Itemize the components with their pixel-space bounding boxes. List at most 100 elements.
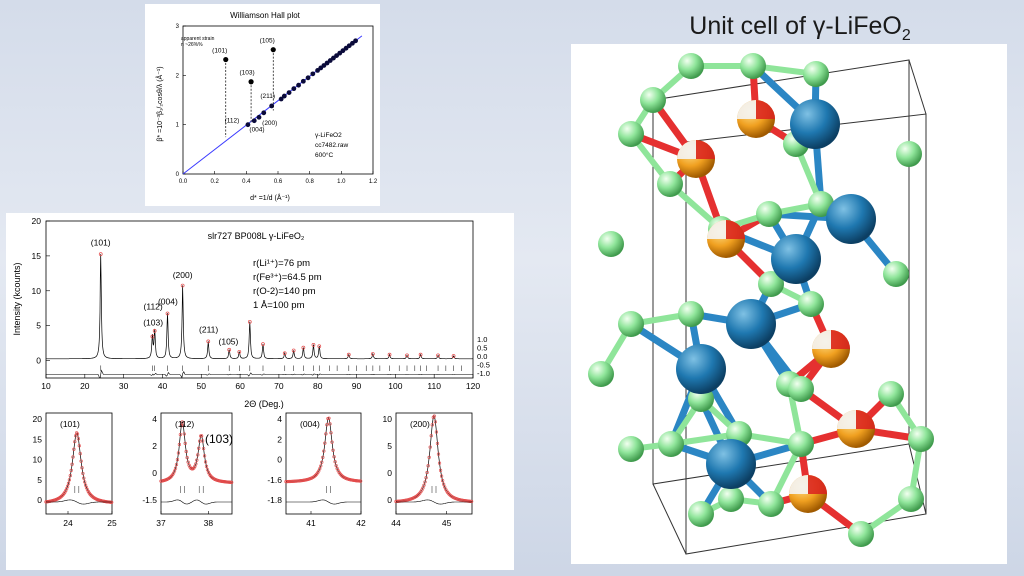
wh-xlabel: d* =1/d (Å⁻¹) [250, 193, 290, 202]
zoom-observed-point [202, 446, 206, 451]
xrd-observed-point [370, 352, 375, 356]
oxygen-atom [588, 361, 614, 387]
zoom-ytick-label: 4 [277, 414, 282, 424]
iron-atom-cutaway [831, 330, 850, 349]
zoom-difference-line [396, 499, 472, 505]
zoom-observed-point [75, 432, 80, 436]
zoom-observed-point [334, 463, 338, 468]
zoom-xtick-label: 25 [107, 518, 117, 528]
xrd-right-tick-label: -0.5 [477, 361, 490, 370]
zoom-observed-point [85, 488, 89, 492]
williamson-hall-chart: Williamson Hall plot apparent strain n ~… [155, 11, 378, 202]
iron-atom-cutaway [856, 410, 875, 429]
iron-atom-cutaway [837, 410, 856, 429]
zoom-observed-point [184, 449, 188, 454]
zoom-observed-point [83, 480, 87, 484]
zoom-observed-point [183, 441, 187, 445]
unit-cell-panel [571, 44, 1007, 564]
xrd-observed-point [206, 339, 211, 344]
zoom-ytick-label: 4 [152, 414, 157, 424]
oxygen-atom [640, 87, 666, 113]
xrd-difference-line [46, 369, 473, 379]
xrd-observed-point [291, 348, 296, 353]
zoom-observed-point [321, 455, 325, 459]
zoom-xtick-label: 41 [306, 518, 316, 528]
xrd-chart: slr727 BP008L γ-LiFeO₂ r(Li¹⁺)=76 pm r(F… [12, 216, 490, 528]
oxygen-atom [898, 486, 924, 512]
xrd-xtick-label: 70 [274, 381, 284, 391]
zoom-observed-point [192, 466, 196, 470]
wh-point [291, 86, 297, 92]
xrd-observed-point [227, 347, 232, 352]
zoom-observed-point [65, 484, 70, 488]
wh-ylabel: β* =10⁻³β₁/₂cosθ/λ (Å⁻¹) [155, 66, 164, 141]
wh-outlier-label: (105) [260, 38, 275, 45]
zoom-observed-point [197, 446, 201, 450]
zoom-observed-point [72, 447, 76, 451]
zoom-observed-point [178, 433, 182, 437]
wh-xtick-label: 0.0 [179, 179, 188, 185]
wh-ytick-label: 0 [176, 172, 180, 178]
zoom-observed-point [333, 460, 337, 464]
oxygen-atom [688, 501, 714, 527]
wh-point [296, 82, 301, 88]
xrd-ylabel: Intensity (kcounts) [12, 262, 22, 335]
wh-point [269, 103, 275, 109]
zoom-ytick-label: 5 [387, 441, 392, 451]
iron-atom-cutaway [808, 475, 827, 494]
xrd-observed-point [451, 354, 456, 358]
oxygen-atom [788, 431, 814, 457]
zoom-observed-point [181, 423, 185, 428]
xrd-xtick-label: 40 [158, 381, 168, 391]
unit-cell-image [588, 53, 934, 555]
zoom-observed-point [434, 430, 439, 434]
wh-point [251, 118, 257, 124]
zoom-calc-line [160, 421, 232, 483]
oxygen-atom [758, 271, 784, 297]
zoom-observed-point [287, 479, 291, 484]
xrd-observed-point [387, 352, 392, 357]
zoom-observed-point [424, 476, 428, 480]
unit-cell-title: Unit cell of γ-LiFeO2 [600, 12, 1000, 45]
wh-ytick-label: 1 [176, 123, 180, 129]
xrd-panel: slr727 BP008L γ-LiFeO₂ r(Li¹⁺)=76 pm r(F… [6, 213, 514, 570]
zoom-observed-point [89, 493, 93, 497]
zoom-observed-point [63, 490, 67, 494]
xrd-observed-point [317, 344, 322, 349]
iron-atom-cutaway [677, 140, 696, 159]
zoom-peak-label: (200) [410, 419, 430, 429]
xrd-peak-label: (004) [158, 297, 178, 307]
zoom-frame [45, 412, 113, 515]
iron-atom-cutaway [789, 475, 808, 494]
zoom-observed-point [323, 441, 327, 445]
iron-atom-cutaway [696, 140, 715, 159]
xrd-xtick-label: 30 [119, 381, 129, 391]
zoom-ytick-label: 0 [37, 495, 42, 505]
wh-ytick-label: 3 [176, 24, 180, 30]
zoom-ytick-label: 0 [387, 495, 392, 505]
zoom-observed-point [81, 471, 85, 476]
zoom-observed-point [175, 458, 180, 462]
zoom-xtick-label: 44 [391, 518, 401, 528]
zoom-observed-point [172, 469, 177, 473]
zoom-ytick-label: -1.5 [142, 495, 157, 505]
zoom-observed-point [66, 481, 71, 485]
zoom-xtick-label: 42 [356, 518, 366, 528]
zoom-observed-point [80, 466, 84, 470]
zoom-ytick-label: -1.6 [267, 475, 282, 485]
zoom-observed-point [194, 462, 198, 466]
wh-plot-area: 0.0 0.2 0.4 0.6 0.8 1.0 1.2 0 1 2 3 (101) (103) (105)… [176, 24, 378, 185]
zoom-xtick-label: 37 [156, 518, 166, 528]
wh-xtick-label: 0.8 [305, 179, 314, 185]
zoom-observed-point [180, 420, 184, 424]
zoom-observed-point [286, 479, 290, 484]
oxygen-atom [798, 291, 824, 317]
wh-point [281, 93, 287, 99]
zoom-ytick-label: 10 [33, 455, 43, 465]
zoom-observed-point [421, 486, 425, 490]
zoom-ytick-label: 20 [33, 414, 43, 424]
wh-point [286, 90, 292, 95]
zoom-observed-point [320, 460, 324, 464]
wh-xtick-label: 1.0 [337, 179, 346, 185]
lithium-atom [706, 439, 756, 489]
